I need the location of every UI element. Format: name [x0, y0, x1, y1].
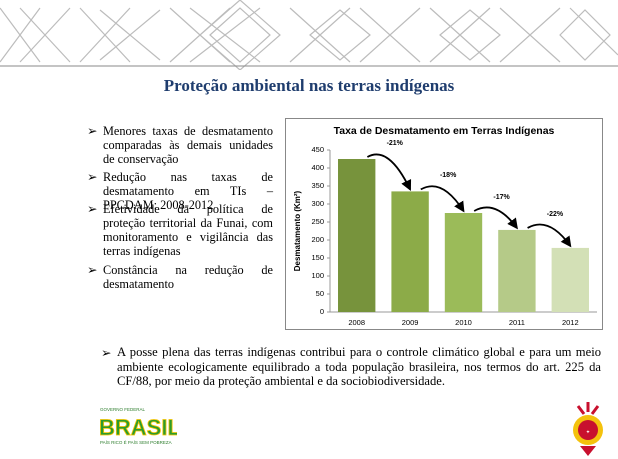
- y-tick-label: 300: [311, 199, 324, 208]
- x-tick-label: 2011: [509, 318, 525, 327]
- x-tick-label: 2012: [562, 318, 579, 327]
- bar: [552, 248, 589, 312]
- bullet-text: Constância na redução de desmatamento: [103, 263, 273, 291]
- chart-title: Taxa de Desmatamento em Terras Indígenas: [334, 125, 555, 137]
- bullet: ➢Menores taxas de desmatamento comparada…: [103, 124, 273, 166]
- bar: [338, 159, 375, 312]
- x-tick-label: 2009: [402, 318, 419, 327]
- slide-title: Proteção ambiental nas terras indígenas: [0, 76, 618, 96]
- x-tick-label: 2010: [455, 318, 472, 327]
- chart: Taxa de Desmatamento em Terras Indígenas…: [285, 118, 603, 330]
- bullet-marker: ➢: [101, 345, 112, 361]
- y-tick-label: 400: [311, 163, 324, 172]
- y-tick-label: 450: [311, 145, 324, 154]
- bar: [498, 230, 535, 312]
- funai-logo: ✦: [568, 400, 608, 458]
- y-tick-label: 150: [311, 253, 324, 262]
- bullet-text: Menores taxas de desmatamento comparadas…: [103, 124, 273, 166]
- header-band: [0, 0, 618, 70]
- bar: [445, 213, 482, 312]
- brasil-logo: GOVERNO FEDERAL BRASIL PAÍS RICO É PAÍS …: [97, 405, 177, 450]
- paragraph: A posse plena das terras indígenas contr…: [117, 345, 601, 389]
- logo-top: GOVERNO FEDERAL: [100, 407, 146, 412]
- logo-name: BRASIL: [99, 415, 177, 440]
- y-axis-label: Desmatamento (Km²): [293, 190, 302, 271]
- annotation: -17%: [493, 194, 510, 201]
- logo-motto: PAÍS RICO É PAÍS SEM POBREZA: [100, 439, 172, 445]
- y-tick-label: 350: [311, 181, 324, 190]
- annotation: -18%: [440, 172, 457, 179]
- y-tick-label: 50: [316, 289, 324, 298]
- y-tick-label: 250: [311, 217, 324, 226]
- annotation: -21%: [387, 140, 404, 147]
- y-tick-label: 0: [320, 307, 324, 316]
- bullet: ➢Efetividade da política de proteção ter…: [103, 202, 273, 258]
- bullet-text: Efetividade da política de proteção terr…: [103, 202, 273, 258]
- slide: Proteção ambiental nas terras indígenas …: [0, 0, 618, 459]
- annotation: -22%: [547, 211, 564, 218]
- x-tick-label: 2008: [348, 318, 365, 327]
- y-tick-label: 200: [311, 235, 324, 244]
- svg-text:✦: ✦: [586, 429, 590, 435]
- y-tick-label: 100: [311, 271, 324, 280]
- bullet: ➢Constância na redução de desmatamento: [103, 263, 273, 291]
- bar: [391, 191, 428, 312]
